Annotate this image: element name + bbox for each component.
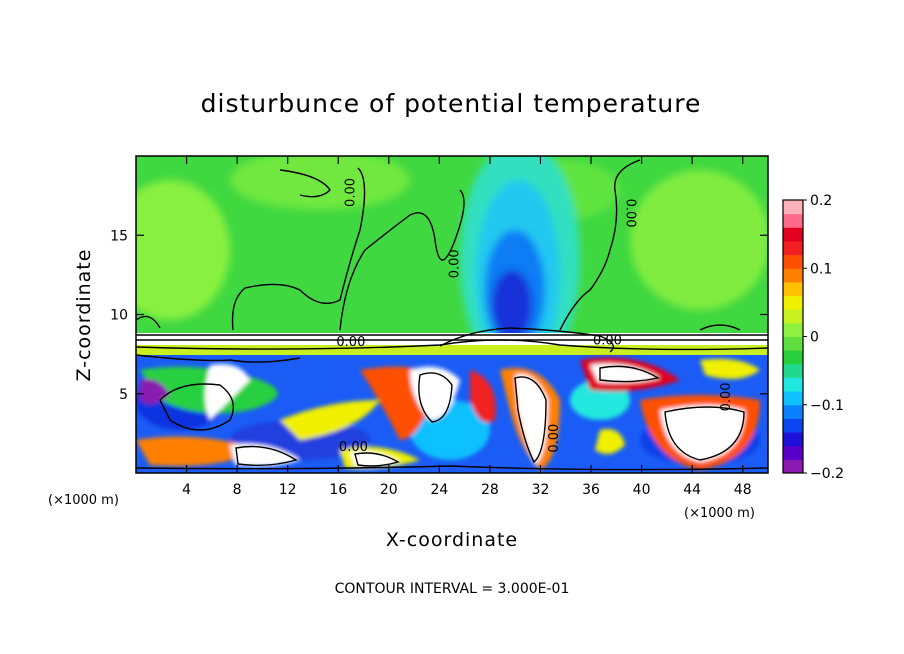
colorbar-swatch bbox=[783, 432, 803, 447]
colorbar-swatch bbox=[783, 254, 803, 269]
x-tick-label: 28 bbox=[481, 482, 499, 498]
x-unit-right: (×1000 m) bbox=[684, 506, 755, 521]
contour-label: 0.00 bbox=[719, 382, 734, 411]
colorbar-swatch bbox=[783, 295, 803, 310]
colorbar-swatch bbox=[783, 418, 803, 433]
contour-label: 0.00 bbox=[339, 440, 368, 455]
colorbar-swatch bbox=[783, 309, 803, 324]
colorbar-tick-label: 0 bbox=[810, 330, 819, 346]
contour-label: 0.00 bbox=[447, 249, 462, 278]
chart-title: disturbunce of potential temperature bbox=[201, 89, 702, 118]
x-tick-label: 4 bbox=[182, 482, 191, 498]
x-tick-label: 12 bbox=[279, 482, 297, 498]
heatmap-field bbox=[136, 156, 768, 473]
x-tick-label: 20 bbox=[380, 482, 398, 498]
colorbar-swatch bbox=[783, 227, 803, 242]
x-tick-label: 32 bbox=[532, 482, 550, 498]
x-axis-label: X-coordinate bbox=[386, 529, 518, 551]
colorbar-swatch bbox=[783, 281, 803, 297]
x-tick-label: 44 bbox=[683, 482, 701, 498]
contour-label: 0.00 bbox=[622, 199, 637, 228]
colorbar-swatch bbox=[783, 363, 803, 378]
colorbar-swatch bbox=[783, 459, 803, 474]
colorbar-swatch bbox=[783, 336, 803, 351]
colorbar-tick-label: 0.1 bbox=[810, 261, 832, 277]
x-tick-label: 24 bbox=[430, 482, 448, 498]
contour-interval-note: CONTOUR INTERVAL = 3.000E-01 bbox=[335, 581, 570, 597]
colorbar-tick-label: −0.2 bbox=[810, 466, 844, 482]
colorbar-swatch bbox=[783, 213, 803, 228]
x-unit-left: (×1000 m) bbox=[48, 493, 119, 508]
x-tick-label: 36 bbox=[582, 482, 600, 498]
y-tick-label: 10 bbox=[110, 308, 128, 324]
colorbar-swatch bbox=[783, 377, 803, 392]
contour-label: 0.00 bbox=[547, 424, 562, 453]
colorbar-swatch bbox=[783, 404, 803, 419]
colorbar-swatch bbox=[783, 268, 803, 283]
x-tick-label: 48 bbox=[734, 482, 752, 498]
colorbar-swatch bbox=[783, 350, 803, 365]
x-tick-label: 16 bbox=[329, 482, 347, 498]
colorbar-swatch bbox=[783, 322, 803, 337]
colorbar-tick-label: 0.2 bbox=[810, 193, 832, 209]
y-tick-label: 15 bbox=[110, 228, 128, 244]
colorbar-swatch bbox=[783, 240, 803, 256]
y-axis-label: Z-coordinate bbox=[73, 249, 95, 382]
colorbar-swatch bbox=[783, 391, 803, 406]
contour-label: 0.00 bbox=[593, 334, 622, 349]
colorbar-swatch bbox=[783, 200, 803, 215]
contour-label: 0.00 bbox=[336, 335, 365, 350]
colorbar-tick-label: −0.1 bbox=[810, 398, 844, 414]
x-tick-label: 8 bbox=[233, 482, 242, 498]
colorbar-swatch bbox=[783, 445, 803, 460]
y-tick-label: 5 bbox=[119, 387, 128, 403]
contour-label: 0.00 bbox=[344, 178, 359, 207]
x-tick-label: 40 bbox=[633, 482, 651, 498]
